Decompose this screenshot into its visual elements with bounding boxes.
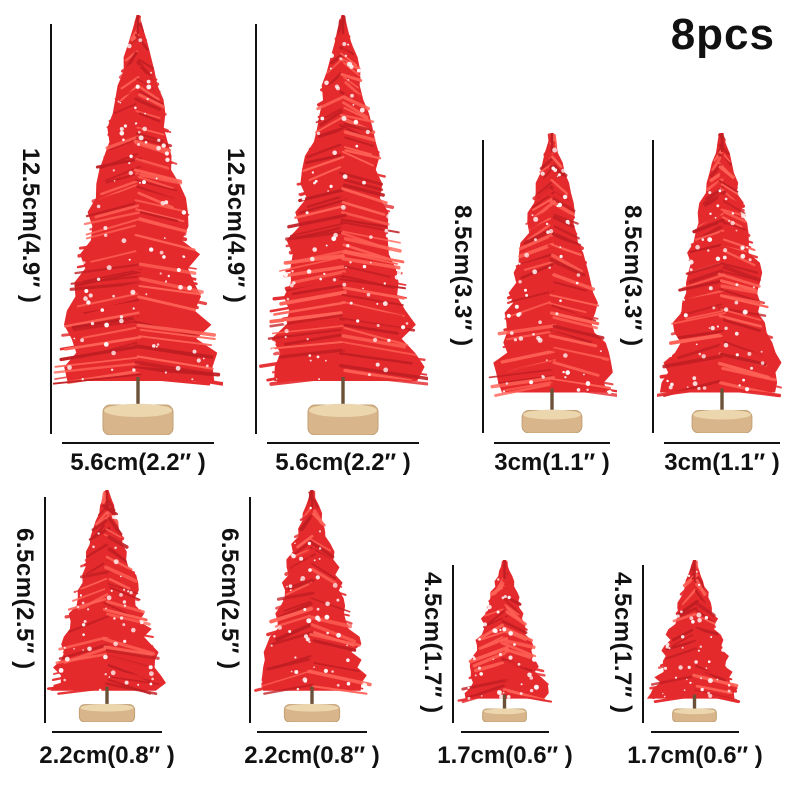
- tree-1-width-line: [62, 442, 214, 444]
- tree-2-width-line: [267, 442, 419, 444]
- tree-6-image: [254, 490, 372, 722]
- tree-4-height-label: 8.5cm(3.3″ ): [619, 205, 646, 347]
- tree-3-width-label: 3cm(1.1″ ): [494, 449, 610, 476]
- tree-5-height-label: 6.5cm(2.5″ ): [11, 528, 38, 670]
- tree-5-width-line: [52, 731, 162, 733]
- tree-2-height-label: 12.5cm(4.9″ ): [222, 148, 249, 304]
- tree-7-width-line: [461, 731, 549, 733]
- tree-7-width-label: 1.7cm(0.6″ ): [437, 742, 573, 769]
- tree-8-width-label: 1.7cm(0.6″ ): [627, 742, 763, 769]
- tree-8-height-label: 4.5cm(1.7″ ): [609, 572, 636, 714]
- tree-2-width-label: 5.6cm(2.2″ ): [275, 449, 411, 476]
- tree-6-width-line: [257, 731, 367, 733]
- tree-1-image: [53, 15, 223, 435]
- tree-4-image: [657, 133, 783, 433]
- tree-6-height-label: 6.5cm(2.5″ ): [216, 528, 243, 670]
- tree-7-height-line: [452, 565, 454, 723]
- tree-5-image: [47, 490, 166, 722]
- tree-4-height-line: [652, 140, 654, 433]
- tree-7-image: [457, 560, 552, 722]
- tree-4-width-line: [664, 442, 780, 444]
- tree-1-width-label: 5.6cm(2.2″ ): [70, 449, 206, 476]
- tree-3-height-label: 8.5cm(3.3″ ): [449, 205, 476, 347]
- tree-8-width-line: [651, 731, 739, 733]
- tree-7-height-label: 4.5cm(1.7″ ): [419, 572, 446, 714]
- pieces-count-label: 8pcs: [670, 10, 775, 59]
- tree-5-width-label: 2.2cm(0.8″ ): [39, 742, 175, 769]
- tree-1-height-label: 12.5cm(4.9″ ): [17, 148, 44, 304]
- tree-8-image: [647, 560, 741, 722]
- tree-4-width-label: 3cm(1.1″ ): [664, 449, 780, 476]
- tree-2-height-line: [255, 24, 257, 434]
- tree-3-height-line: [482, 140, 484, 433]
- tree-6-width-label: 2.2cm(0.8″ ): [244, 742, 380, 769]
- tree-3-image: [488, 133, 617, 433]
- tree-3-width-line: [494, 442, 610, 444]
- tree-5-height-line: [44, 497, 46, 723]
- tree-8-height-line: [642, 565, 644, 723]
- tree-1-height-line: [50, 24, 52, 434]
- tree-6-height-line: [249, 497, 251, 723]
- tree-2-image: [259, 15, 428, 435]
